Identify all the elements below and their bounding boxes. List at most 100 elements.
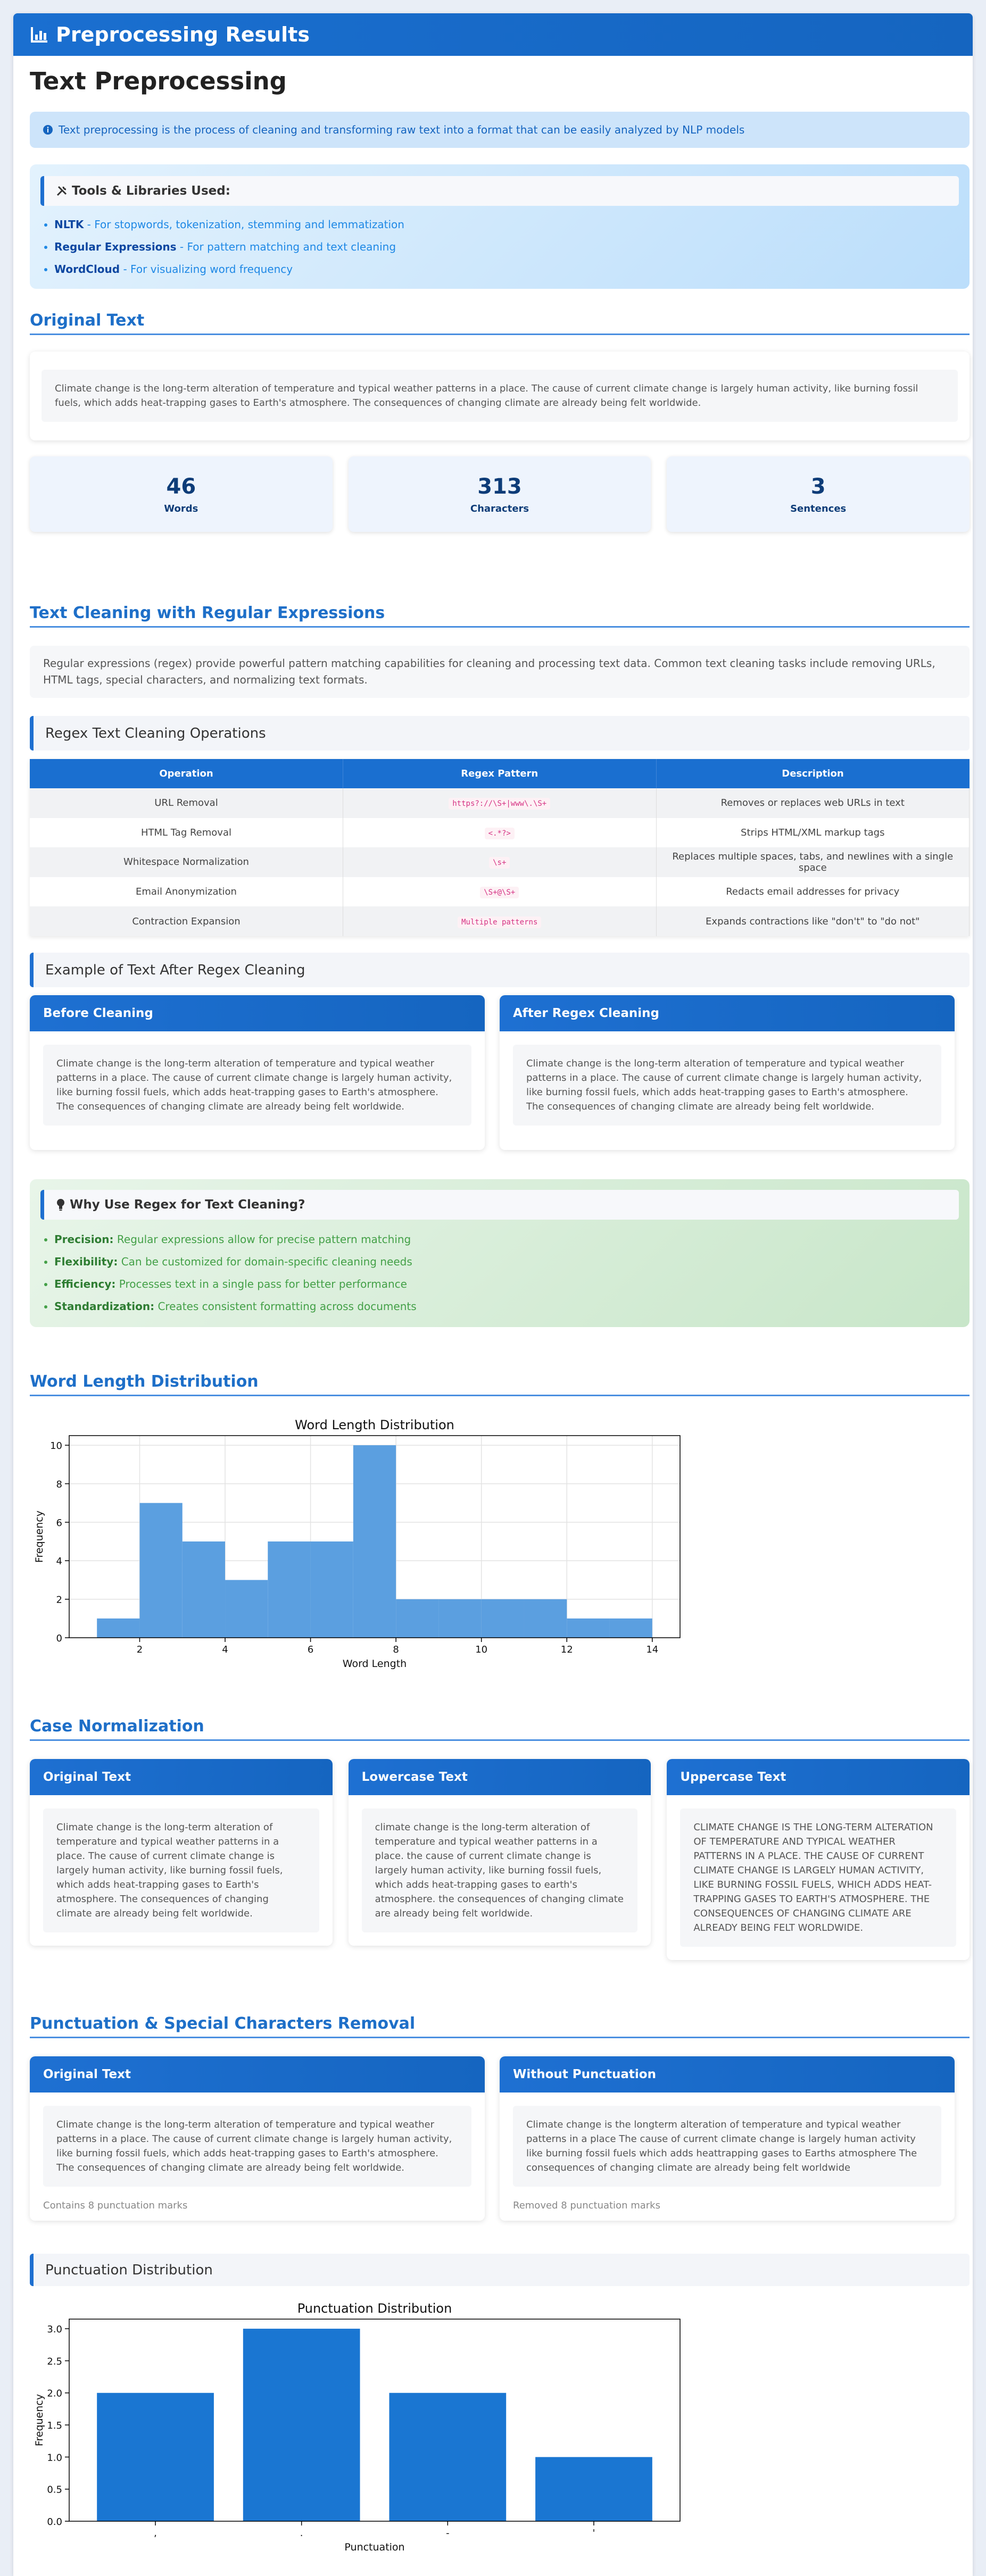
card-title: Original Text [30, 2056, 485, 2093]
table-wrap: Operation Regex Pattern Description URL … [30, 759, 970, 936]
section-title: Word Length Distribution [30, 1372, 970, 1396]
info-box: Text preprocessing is the process of cle… [30, 112, 970, 148]
why-desc: Can be customized for domain-specific cl… [121, 1255, 412, 1268]
why-item: Flexibility: Can be customized for domai… [54, 1251, 959, 1273]
table-header: Regex Pattern [343, 759, 657, 788]
y-tick-label: 10 [50, 1440, 62, 1452]
table-cell: Removes or replaces web URLs in text [656, 788, 970, 818]
tools-title: Tools & Libraries Used: [72, 184, 230, 198]
histogram-bar [139, 1503, 183, 1638]
regex-table: Operation Regex Pattern Description URL … [30, 759, 970, 936]
card-note: Removed 8 punctuation marks [513, 2200, 660, 2211]
histogram-chart: Word Length Distribution Word Length Frequ… [34, 1418, 681, 1670]
section-title: Original Text [30, 311, 970, 335]
stat-label: Words [164, 503, 198, 514]
why-item: Efficiency: Processes text in a single p… [54, 1273, 959, 1295]
table-cell: URL Removal [30, 788, 343, 818]
histogram-bar [438, 1599, 482, 1638]
table-cell: Replaces multiple spaces, tabs, and newl… [656, 847, 970, 877]
card-title: Uppercase Text [667, 1759, 970, 1795]
histogram-bar [310, 1541, 353, 1638]
histogram-bar [609, 1618, 652, 1638]
tools-box: Tools & Libraries Used: NLTK - For stopw… [30, 164, 970, 289]
table-cell: <.*?> [343, 818, 657, 848]
histogram-bar [225, 1580, 268, 1638]
table-header-row: Operation Regex Pattern Description [30, 759, 970, 788]
tool-item: WordCloud - For visualizing word frequen… [54, 258, 959, 280]
card-text: climate change is the long-term alterati… [361, 1808, 638, 1932]
histogram-bar [481, 1599, 524, 1638]
stat-value: 3 [810, 474, 826, 499]
bar [389, 2392, 507, 2521]
stat-card: 46 Words [30, 456, 333, 532]
y-tick-label: 0 [56, 1633, 62, 1644]
subsection-title: Regex Text Cleaning Operations [30, 716, 970, 751]
stat-value: 46 [166, 474, 196, 499]
histogram-bar [567, 1618, 610, 1638]
bar-chart: Punctuation Distribution Punctuation Frequ… [34, 2301, 681, 2553]
info-text: Text preprocessing is the process of cle… [59, 123, 745, 136]
table-row: URL Removal https?://\S+|www\.\S+ Removes … [30, 788, 970, 818]
why-term: Precision: [54, 1233, 114, 1246]
table-header: Description [656, 759, 970, 788]
case-card: Uppercase Text CLIMATE CHANGE IS THE LONG… [667, 1759, 970, 1960]
before-card: Before Cleaning Climate change is the lon… [30, 995, 485, 1150]
table-row: Whitespace Normalization \s+ Replaces mult… [30, 847, 970, 877]
info-icon [43, 125, 53, 135]
case-cards: Original Text Climate change is the long-… [30, 1759, 970, 1960]
card-title: Before Cleaning [30, 995, 485, 1031]
header: Preprocessing Results [13, 13, 973, 56]
table-row: HTML Tag Removal <.*?> Strips HTML/XML mar… [30, 818, 970, 848]
section-title: Text Cleaning with Regular Expressions [30, 604, 970, 628]
chart-title: Punctuation Distribution [297, 2301, 452, 2316]
punct-card: Without Punctuation Climate change is the… [500, 2056, 955, 2221]
x-tick-label: 12 [561, 1644, 573, 1655]
stat-value: 313 [477, 474, 522, 499]
histogram-bar [268, 1541, 311, 1638]
table-cell: Contraction Expansion [30, 906, 343, 936]
y-tick-label: 8 [56, 1479, 62, 1490]
histogram-bar [396, 1599, 439, 1638]
x-tick-label: - [446, 2528, 450, 2539]
table-cell: Expands contractions like "don't" to "do… [656, 906, 970, 936]
table-cell: https?://\S+|www\.\S+ [343, 788, 657, 818]
card-text: Climate change is the longterm alteratio… [513, 2106, 941, 2187]
regex-pattern: \S+@\S+ [480, 887, 519, 899]
why-heading: Why Use Regex for Text Cleaning? [40, 1190, 959, 1220]
x-tick-label: 4 [222, 1644, 228, 1655]
why-title: Why Use Regex for Text Cleaning? [70, 1198, 305, 1212]
bulb-icon [57, 1199, 64, 1211]
tool-name: Regular Expressions [54, 240, 177, 253]
card-title: Without Punctuation [500, 2056, 955, 2093]
why-term: Efficiency: [54, 1278, 116, 1290]
table-body: URL Removal https?://\S+|www\.\S+ Removes … [30, 788, 970, 936]
regex-pattern: Multiple patterns [458, 916, 542, 928]
stat-label: Characters [470, 503, 529, 514]
after-card: After Regex Cleaning Climate change is th… [500, 995, 955, 1150]
table-cell: Email Anonymization [30, 877, 343, 907]
punct-card: Original Text Climate change is the long-… [30, 2056, 485, 2221]
why-desc: Creates consistent formatting across doc… [158, 1300, 417, 1313]
chart-icon [31, 27, 47, 43]
why-item: Precision: Regular expressions allow for… [54, 1228, 959, 1251]
y-axis-label: Frequency [34, 1511, 45, 1563]
table-cell: HTML Tag Removal [30, 818, 343, 848]
x-tick-label: ' [592, 2528, 595, 2539]
x-tick-label: 2 [137, 1644, 143, 1655]
subsection-title: Example of Text After Regex Cleaning [30, 953, 970, 987]
x-tick-label: 10 [475, 1644, 487, 1655]
table-cell: Whitespace Normalization [30, 847, 343, 877]
regex-pattern: <.*?> [484, 827, 515, 839]
tool-name: NLTK [54, 218, 84, 231]
tool-item: Regular Expressions - For pattern matchi… [54, 236, 959, 258]
case-card: Original Text Climate change is the long-… [30, 1759, 333, 1946]
card-text: Climate change is the long-term alterati… [43, 1808, 319, 1932]
x-axis-label: Word Length [343, 1658, 407, 1670]
section-title: Case Normalization [30, 1717, 970, 1741]
y-tick-label: 2.5 [47, 2356, 62, 2367]
regex-pattern: https?://\S+|www\.\S+ [449, 798, 551, 810]
table-cell: Multiple patterns [343, 906, 657, 936]
y-tick-label: 0.0 [47, 2516, 62, 2528]
